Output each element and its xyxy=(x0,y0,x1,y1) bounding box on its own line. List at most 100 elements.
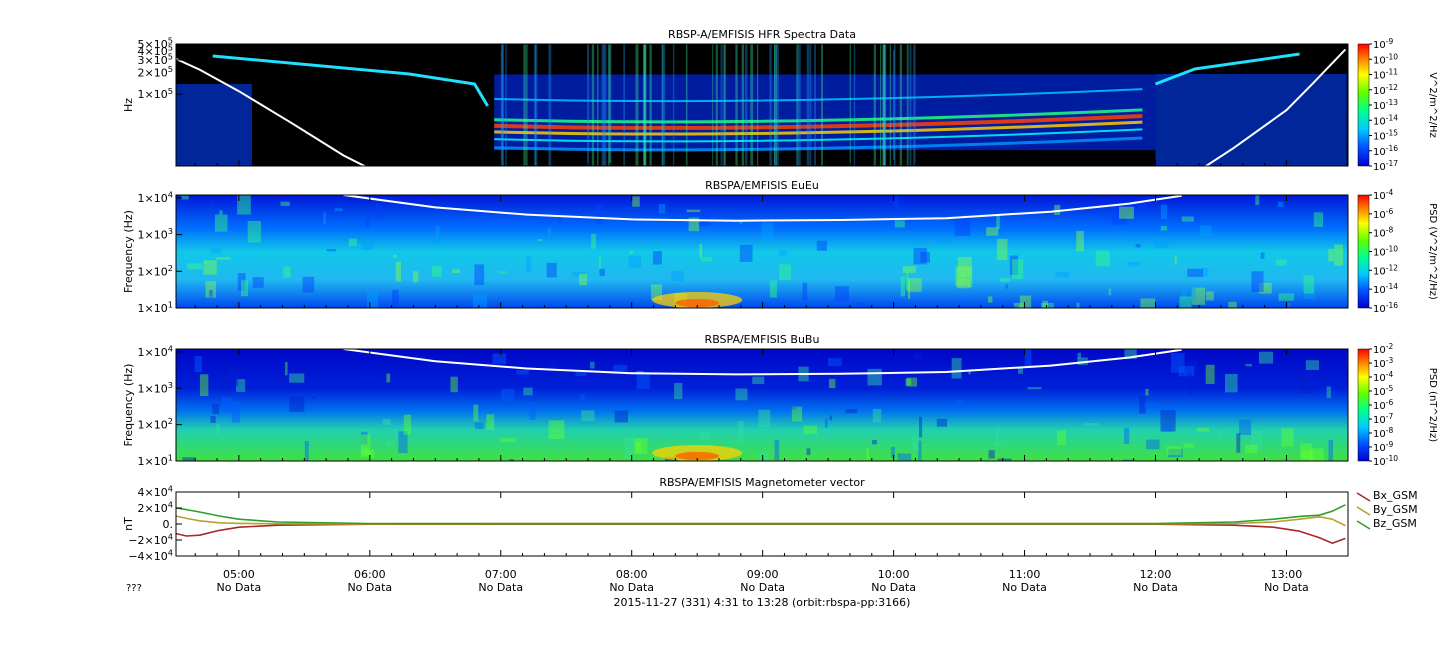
spectral-patch-1 xyxy=(1310,448,1324,461)
spectral-patch-8 xyxy=(412,271,419,283)
spectral-patch-81 xyxy=(1259,351,1274,364)
spectral-patch-26 xyxy=(1196,427,1209,432)
colorbar-1 xyxy=(1357,194,1370,309)
panel-title-3: RBSPA/EMFISIS Magnetometer vector xyxy=(659,476,865,489)
magnetometer-lines xyxy=(176,504,1346,544)
hfr-streak-35 xyxy=(501,44,504,166)
spectral-patch-63 xyxy=(1161,423,1173,432)
hfr-streak-1 xyxy=(591,44,595,166)
panel-title-0: RBSP-A/EMFISIS HFR Spectra Data xyxy=(668,28,856,41)
spectral-patch-20 xyxy=(595,203,603,224)
spectral-patch-12 xyxy=(375,203,382,219)
spectral-patch-118 xyxy=(1236,433,1241,453)
hfr-streak-59 xyxy=(909,44,912,166)
spectral-patch-23 xyxy=(1056,430,1067,446)
spectral-patch-116 xyxy=(240,280,249,297)
spectral-patch-50 xyxy=(212,404,220,415)
spectral-patch-116 xyxy=(558,372,569,388)
spectral-patch-97 xyxy=(579,273,587,286)
spectral-patch-6 xyxy=(221,398,234,414)
spectral-patch-128 xyxy=(1313,212,1323,227)
spectral-patch-98 xyxy=(1139,396,1146,414)
spectral-patch-124 xyxy=(1326,386,1331,399)
hfr-streak-50 xyxy=(608,44,611,166)
spectral-patch-44 xyxy=(996,238,1008,261)
spectral-patch-72 xyxy=(907,278,922,292)
hfr-streak-21 xyxy=(601,44,605,166)
spectral-patch-92 xyxy=(1328,248,1335,262)
spectral-patch-109 xyxy=(905,378,912,386)
spectral-patch-86 xyxy=(1347,460,1348,461)
spectral-patch-62 xyxy=(624,437,635,459)
spectral-patch-21 xyxy=(1041,302,1055,308)
spectrogram-1 xyxy=(176,195,1348,308)
spectral-patch-38 xyxy=(1281,428,1294,447)
spectral-patch-47 xyxy=(629,250,634,255)
spectral-patch-110 xyxy=(285,361,288,376)
spectral-patch-15 xyxy=(590,361,595,369)
spectral-patch-103 xyxy=(1328,439,1334,461)
y-tick-label-2-3: 1×104 xyxy=(138,343,173,358)
colorbar-label-2-1: 10-3 xyxy=(1373,356,1393,370)
colorbar-label-0-5: 10-14 xyxy=(1373,113,1398,127)
spectral-patch-139 xyxy=(912,437,920,452)
spectral-patch-53 xyxy=(1181,286,1188,299)
spectral-patch-121 xyxy=(954,216,971,236)
hfr-streak-44 xyxy=(523,44,526,166)
spectral-patch-7 xyxy=(1170,353,1185,373)
spectral-patch-39 xyxy=(1188,359,1199,371)
hfr-streak-3 xyxy=(735,44,738,166)
spectrogram-background-1 xyxy=(176,195,1348,308)
time-sublabel-4: No Data xyxy=(740,581,785,594)
spectral-patch-27 xyxy=(1255,195,1260,206)
spectral-patch-117 xyxy=(1077,352,1082,359)
low-frequency-core xyxy=(675,452,720,460)
spectral-patch-91 xyxy=(1245,363,1252,367)
colorbar-label-2-2: 10-4 xyxy=(1373,370,1393,384)
spectral-patch-59 xyxy=(203,260,217,275)
spectral-patch-55 xyxy=(872,408,882,423)
hfr-streak-23 xyxy=(723,44,726,166)
spectral-patch-94 xyxy=(580,394,585,401)
spectral-patch-108 xyxy=(450,376,458,393)
spectral-patch-16 xyxy=(1303,285,1316,299)
spectral-patch-93 xyxy=(529,402,536,420)
y-tick-label-3-0: 4×104 xyxy=(138,484,173,499)
spectral-patch-45 xyxy=(398,431,408,454)
hfr-streak-54 xyxy=(814,44,816,166)
hfr-plasma-region xyxy=(494,74,1156,151)
spectral-patch-97 xyxy=(500,438,516,443)
y-axis-label-2: Frequency (Hz) xyxy=(122,364,135,447)
hfr-streak-27 xyxy=(879,44,882,166)
spectral-patch-66 xyxy=(1201,267,1209,277)
spectral-patch-93 xyxy=(1005,284,1008,289)
colorbar-label-0-2: 10-11 xyxy=(1373,68,1398,82)
spectral-patch-71 xyxy=(774,440,780,461)
spectral-patch-112 xyxy=(739,244,753,262)
spectral-patch-89 xyxy=(866,447,869,461)
spectral-patch-78 xyxy=(936,418,948,427)
spectral-patch-122 xyxy=(361,242,374,251)
spectrogram-background-2 xyxy=(176,349,1348,461)
spectral-patch-0 xyxy=(968,371,971,375)
spectral-patch-100 xyxy=(311,396,315,399)
colorbar-0 xyxy=(1357,43,1370,167)
spectral-patch-76 xyxy=(857,302,864,306)
hfr-streak-40 xyxy=(775,44,779,166)
spectrogram-2 xyxy=(176,349,1348,461)
colorbar-label-1-6: 10-16 xyxy=(1373,301,1398,315)
hfr-streak-57 xyxy=(586,44,590,166)
spectral-patch-136 xyxy=(789,406,796,410)
spectral-patch-19 xyxy=(1183,443,1195,448)
hfr-streak-15 xyxy=(720,44,723,166)
spectral-patch-137 xyxy=(1146,439,1160,450)
spectral-patch-13 xyxy=(739,307,743,308)
spectral-patch-10 xyxy=(247,221,262,243)
spectral-patch-45 xyxy=(1303,275,1314,294)
spectral-patch-105 xyxy=(194,356,202,372)
hfr-band-3 xyxy=(494,128,1143,143)
legend-label-Bz_GSM: Bz_GSM xyxy=(1373,517,1417,530)
spectral-patch-106 xyxy=(599,268,605,276)
spectral-patch-9 xyxy=(951,358,962,379)
spectral-patch-90 xyxy=(907,280,911,299)
